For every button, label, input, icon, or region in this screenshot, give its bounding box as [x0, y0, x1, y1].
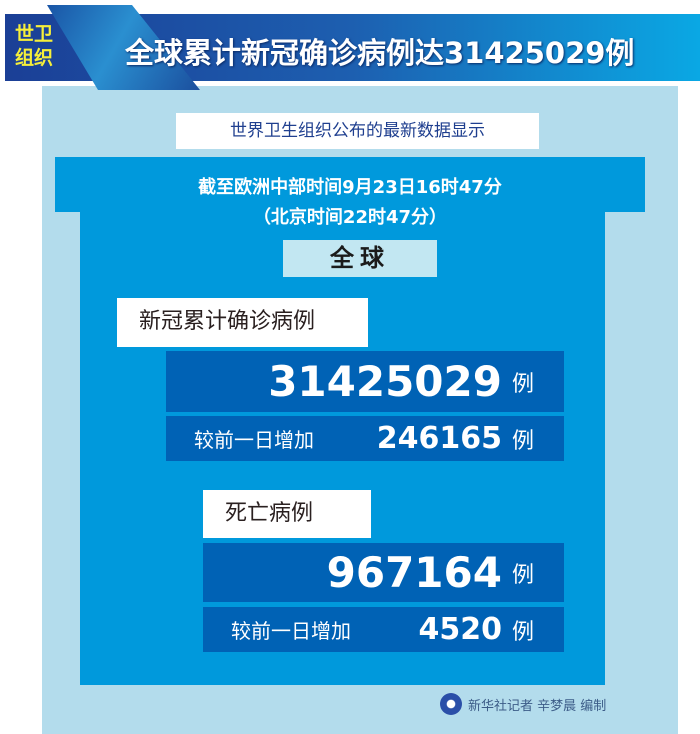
subtitle: 世界卫生组织公布的最新数据显示: [176, 113, 539, 149]
tag-line-1: 世卫: [14, 23, 53, 45]
date-beijing: （北京时间22时47分）: [252, 207, 448, 228]
who-tag: 世卫 组织: [8, 22, 60, 76]
deaths-increase-box: 较前一日增加 4520 例: [203, 607, 564, 652]
page-title: 全球累计新冠确诊病例达31425029例: [125, 36, 635, 70]
deaths-total-box: 967164 例: [203, 543, 564, 602]
confirmed-label: 新冠累计确诊病例: [117, 298, 368, 347]
confirmed-total-box: 31425029 例: [166, 351, 564, 412]
unit: 例: [511, 428, 534, 454]
region-label: 全球: [283, 240, 437, 277]
tag-line-2: 组织: [14, 47, 53, 69]
deaths-increase: 4520: [418, 612, 502, 647]
date-band: [55, 157, 645, 212]
unit: 例: [511, 562, 534, 588]
confirmed-total: 31425029: [268, 357, 502, 406]
credit-text: 新华社记者 辛梦晨 编制: [468, 698, 607, 714]
confirmed-increase: 246165: [376, 421, 502, 456]
unit: 例: [511, 371, 534, 397]
increase-label: 较前一日增加: [194, 428, 314, 452]
confirmed-increase-box: 较前一日增加 246165 例: [166, 416, 564, 461]
date-cet: 截至欧洲中部时间9月23日16时47分: [198, 177, 502, 198]
xinhua-logo-icon: [440, 693, 462, 715]
credit: 新华社记者 辛梦晨 编制: [440, 693, 606, 715]
unit: 例: [511, 619, 534, 645]
deaths-total: 967164: [326, 548, 502, 597]
deaths-label: 死亡病例: [203, 490, 371, 538]
increase-label: 较前一日增加: [231, 619, 351, 643]
